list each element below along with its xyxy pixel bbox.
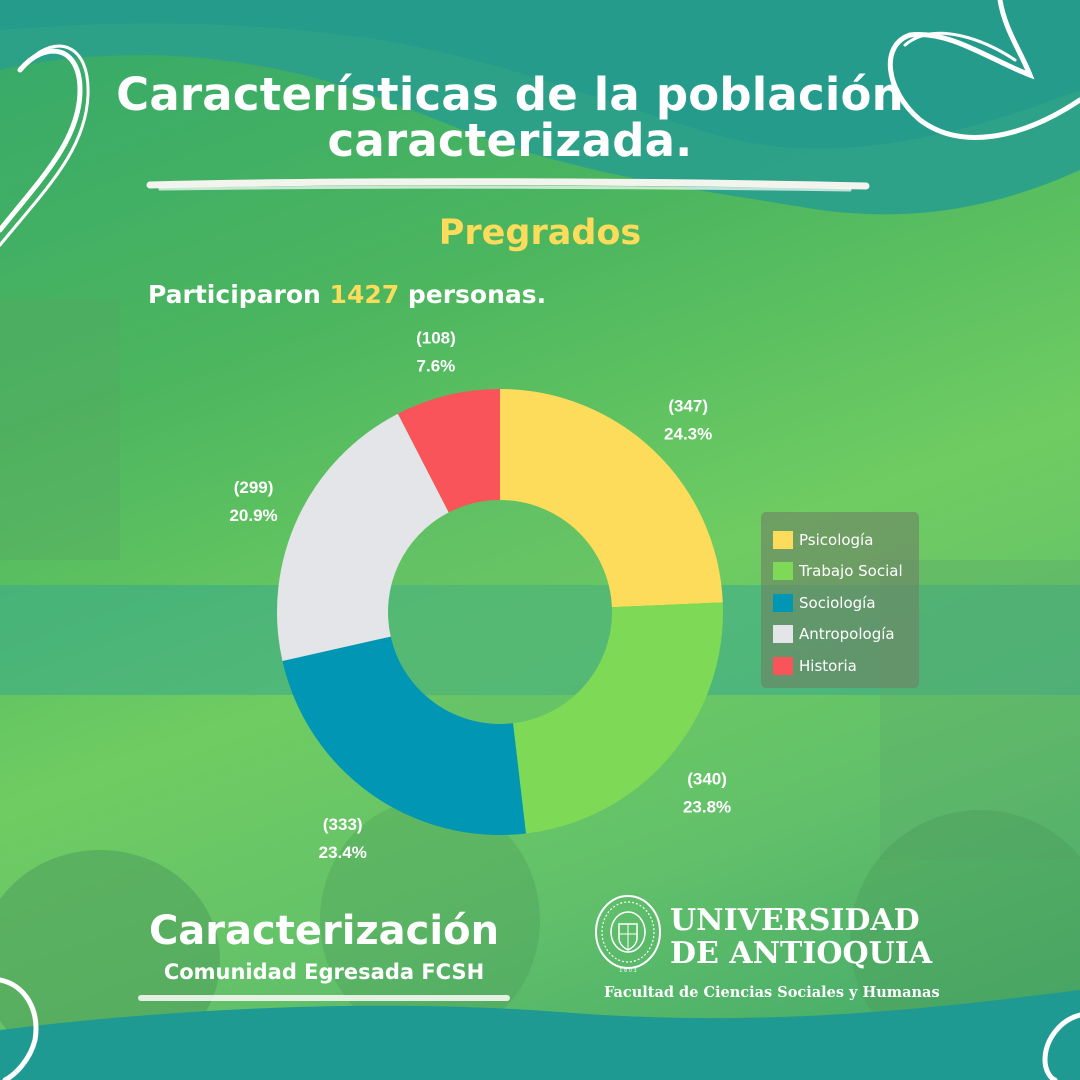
faculty-name: Facultad de Ciencias Sociales y Humanas (604, 984, 940, 1001)
svg-text:1 8 0 3: 1 8 0 3 (619, 968, 637, 974)
legend-item-trabajo-social: Trabajo Social (773, 556, 919, 588)
legend-label: Historia (799, 656, 857, 675)
legend-swatch (773, 530, 793, 549)
participants-count: 1427 (329, 280, 400, 309)
legend-item-antropologia: Antropología (773, 619, 919, 651)
brand-title: Caracterización (148, 908, 500, 954)
legend-swatch (773, 656, 793, 675)
legend-label: Psicología (799, 530, 874, 549)
university-name: UNIVERSIDAD DE ANTIOQUIA (670, 904, 950, 970)
legend-item-sociologia: Sociología (773, 587, 919, 619)
participants-prefix: Participaron (148, 280, 321, 309)
legend-swatch (773, 593, 793, 612)
brand-underline (138, 995, 510, 1001)
brand-block: Caracterización Comunidad Egresada FCSH (138, 905, 510, 1001)
section-subtitle: Pregrados (438, 213, 642, 253)
chart-legend: Psicología Trabajo Social Sociología Ant… (761, 512, 919, 688)
university-seal-icon: 1 8 0 3 (595, 895, 661, 974)
page-title: Características de la población caracter… (0, 72, 1020, 164)
legend-swatch (773, 625, 793, 644)
legend-label: Sociología (799, 593, 876, 612)
brand-subtitle: Comunidad Egresada FCSH (163, 960, 485, 984)
university-name-line-2: DE ANTIOQUIA (670, 936, 933, 971)
legend-label: Antropología (799, 625, 895, 644)
participants-line: Participaron 1427 personas. (148, 280, 546, 309)
title-line-2: caracterizada. (327, 114, 693, 167)
legend-swatch (773, 562, 793, 581)
participants-suffix: personas. (407, 280, 547, 309)
university-name-line-1: UNIVERSIDAD (670, 903, 920, 938)
legend-item-historia: Historia (773, 650, 919, 682)
legend-item-psicologia: Psicología (773, 524, 919, 556)
title-line-1: Características de la población (116, 68, 904, 121)
legend-label: Trabajo Social (799, 562, 903, 581)
